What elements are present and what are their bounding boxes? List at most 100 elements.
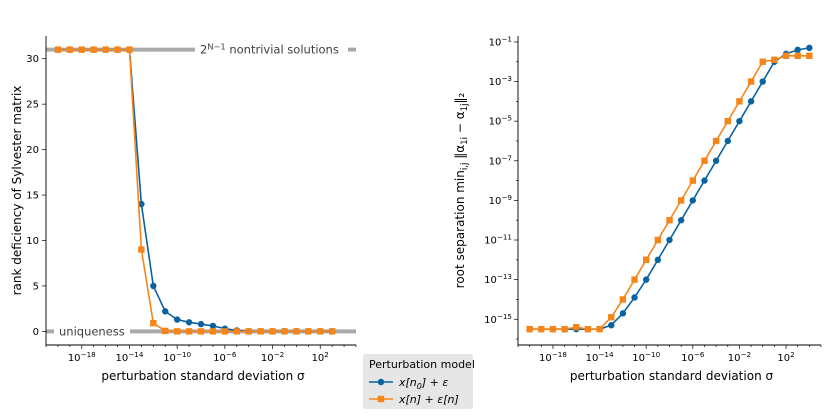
y-tick-label: 10−13 (484, 272, 512, 286)
data-point (736, 98, 743, 105)
data-point (209, 328, 217, 335)
data-point (150, 282, 157, 290)
y-tick-label: 10 (26, 236, 39, 247)
data-point (173, 316, 181, 323)
x-tick-label: 10−18 (539, 350, 567, 364)
data-point (66, 46, 74, 53)
legend-title: Perturbation model (369, 358, 475, 371)
data-point (608, 321, 615, 329)
data-point (185, 319, 193, 326)
y-tick-label: 0 (33, 327, 39, 338)
data-point (90, 46, 97, 53)
y-tick-label: 25 (26, 100, 39, 111)
data-point (538, 325, 545, 333)
data-point (221, 328, 229, 335)
data-point (701, 177, 708, 184)
x-tick-label: 10−14 (116, 350, 144, 364)
data-point (281, 328, 288, 335)
x-axis-label: perturbation standard deviation σ (101, 369, 305, 383)
legend-marker (377, 395, 385, 403)
data-point (747, 78, 755, 85)
legend-entry-label: x[n] + ε[n] (398, 393, 459, 406)
data-point (549, 325, 557, 333)
legend-box (363, 354, 473, 409)
y-tick-label: 15 (26, 191, 39, 202)
data-point (197, 320, 205, 328)
data-point (78, 46, 85, 53)
right-chart: 10−18 10−14 10−10 10−6 10−2 102 10−15 10−13 10−1… (453, 34, 822, 383)
data-point (573, 323, 580, 331)
data-point (150, 319, 157, 327)
y-tick-label: 5 (33, 281, 39, 292)
data-point (736, 117, 743, 125)
data-point (654, 236, 662, 244)
y-tick-label: 10−1 (489, 34, 512, 48)
data-point (747, 98, 755, 105)
x-axis-label: perturbation standard deviation σ (570, 369, 774, 383)
y-tick-label: 10−5 (489, 114, 512, 128)
data-point (619, 310, 627, 317)
data-point (771, 56, 778, 63)
y-axis-label: root separation mini,j ‖α1i − α1j‖₂ (453, 92, 470, 288)
data-point (293, 328, 300, 335)
legend-entry-label: x[n0] + ε (398, 376, 448, 391)
x-tick-label: 10−18 (68, 350, 96, 364)
x-tick-label: 10−10 (163, 350, 191, 364)
x-tick-label: 10−6 (213, 350, 237, 364)
data-point (317, 328, 324, 335)
series-line-2 (529, 55, 810, 330)
data-point (806, 44, 813, 52)
y-tick-label: 10−11 (484, 233, 512, 247)
data-point (197, 328, 205, 335)
data-point (619, 296, 627, 303)
data-point (759, 58, 766, 65)
annotation-uniqueness: uniqueness (59, 324, 125, 338)
data-point (584, 325, 592, 333)
data-point (712, 137, 720, 145)
data-point (102, 46, 109, 53)
data-point (654, 256, 662, 264)
data-point (782, 52, 790, 60)
data-point (209, 322, 217, 330)
y-axis-label: rank deficiency of Sylvester matrix (10, 86, 24, 296)
data-point (257, 328, 264, 335)
left-chart: 2N−1 nontrivial solutions uniqueness 10−18… (10, 36, 357, 383)
data-point (689, 177, 697, 184)
data-point (269, 328, 276, 335)
legend: Perturbation model x[n0] + ε x[n] + ε[n] (363, 354, 475, 409)
data-point (701, 157, 708, 164)
data-point (631, 294, 638, 301)
data-point (608, 314, 615, 321)
data-point (642, 276, 650, 283)
data-point (666, 217, 673, 224)
data-point (173, 328, 181, 335)
y-tick-label: 20 (26, 145, 39, 156)
data-point (794, 46, 801, 54)
x-tick-label: 10−2 (728, 350, 751, 364)
x-tick-label: 10−2 (261, 350, 284, 364)
annotation-nontrivial: 2N−1 nontrivial solutions (200, 42, 339, 57)
series-line-1 (529, 47, 810, 330)
x-tick-label: 102 (312, 350, 329, 364)
x-tick-label: 10−6 (681, 350, 705, 364)
y-tick-label: 10−7 (489, 153, 512, 167)
data-point (724, 137, 731, 145)
data-point (806, 52, 813, 60)
data-point (677, 217, 685, 224)
data-point (54, 46, 62, 53)
data-point (712, 157, 720, 164)
y-tick-label: 10−9 (489, 193, 513, 207)
data-point (561, 325, 568, 333)
series-line-1 (57, 48, 333, 333)
data-point (114, 46, 121, 53)
data-point (245, 328, 252, 335)
data-point (138, 200, 145, 208)
data-point (185, 328, 193, 335)
x-tick-label: 102 (777, 350, 794, 364)
data-point (666, 236, 673, 244)
data-point (233, 328, 240, 335)
data-point (642, 256, 650, 264)
data-point (526, 325, 533, 333)
data-point (138, 246, 145, 253)
